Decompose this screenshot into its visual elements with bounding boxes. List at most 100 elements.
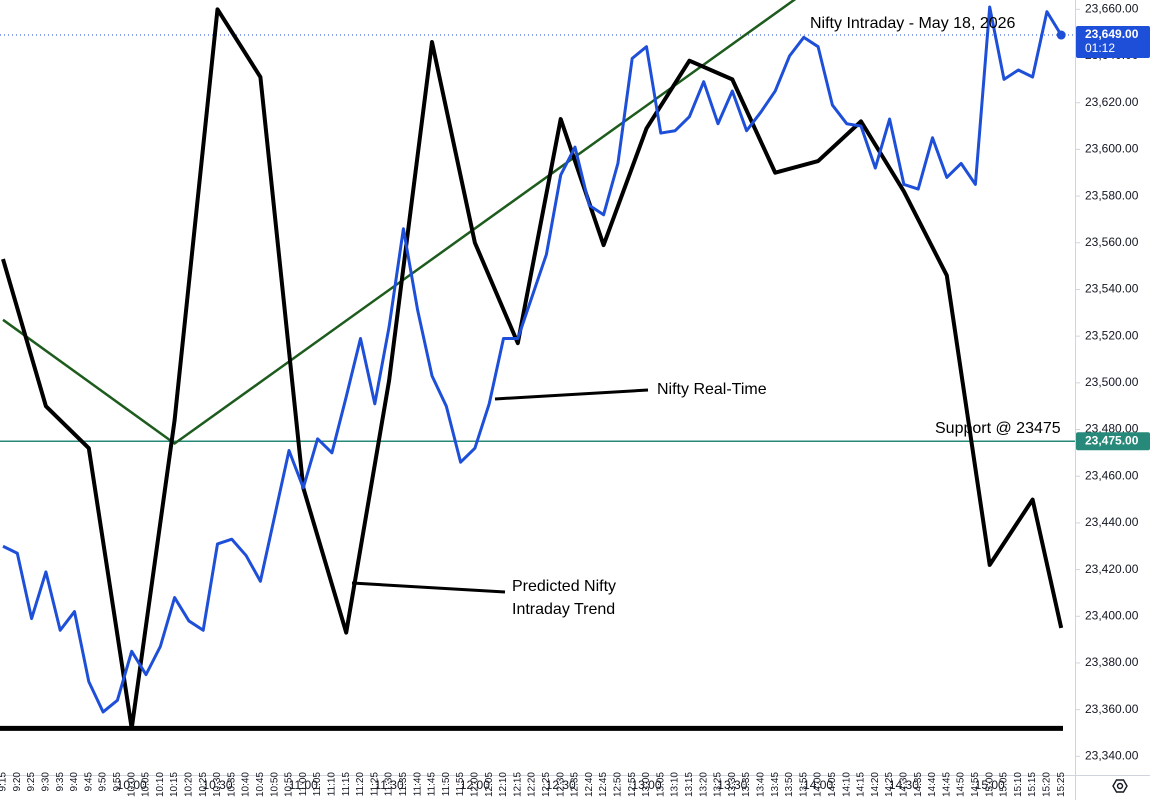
- x-tick-label: 15:10: [1013, 772, 1024, 797]
- x-major-label: 14:00: [803, 778, 833, 792]
- x-tick-label: 10:40: [241, 772, 252, 797]
- x-major-label: 14:30: [889, 778, 919, 792]
- x-tick-label: 13:30: [727, 772, 738, 797]
- x-tick-label: 11:55: [455, 772, 466, 797]
- x-tick-label: 14:25: [884, 772, 895, 797]
- x-tick-label: 14:20: [870, 772, 881, 797]
- pointer: [494, 388, 649, 401]
- y-tick-label: 23,420.00: [1085, 562, 1139, 576]
- x-tick-label: 13:35: [741, 772, 752, 797]
- x-major-label: 13:30: [717, 778, 747, 792]
- x-tick-label: 9:50: [98, 772, 109, 792]
- x-tick-label: 12:25: [541, 772, 552, 797]
- x-tick-label: 11:40: [412, 772, 423, 797]
- x-tick-label: 12:20: [527, 772, 538, 797]
- x-tick-label: 11:35: [398, 772, 409, 797]
- x-tick-label: 10:05: [141, 772, 152, 797]
- settings-icon[interactable]: [1112, 779, 1128, 793]
- x-tick-label: 11:05: [312, 772, 323, 797]
- x-tick-label: 11:15: [341, 772, 352, 797]
- y-tick-label: 23,520.00: [1085, 328, 1139, 342]
- y-tick-label: 23,660.00: [1085, 2, 1139, 16]
- x-tick-label: 12:55: [627, 772, 638, 797]
- x-tick-label: 9:35: [55, 772, 66, 792]
- x-tick-label: 10:50: [269, 772, 280, 797]
- x-tick-label: 12:50: [613, 772, 624, 797]
- support-label: 23,475.00: [1085, 433, 1139, 447]
- x-tick-label: 13:50: [784, 772, 795, 797]
- x-tick-label: 15:00: [984, 772, 995, 797]
- x-tick-label: 11:10: [327, 772, 338, 797]
- x-tick-label: 14:55: [970, 772, 981, 797]
- support-text: Support @ 23475: [935, 420, 1061, 437]
- x-major-label: 13:00: [631, 778, 661, 792]
- x-tick-label: 13:00: [641, 772, 652, 797]
- x-tick-label: 11:00: [298, 772, 309, 797]
- x-tick-label: 15:15: [1027, 772, 1038, 797]
- x-major-label: 12:00: [460, 778, 490, 792]
- x-tick-label: 15:25: [1056, 772, 1067, 797]
- x-tick-label: 13:15: [684, 772, 695, 797]
- x-tick-label: 14:10: [841, 772, 852, 797]
- x-tick-label: 13:20: [698, 772, 709, 797]
- y-tick-label: 23,600.00: [1085, 142, 1139, 156]
- x-tick-label: 10:10: [155, 772, 166, 797]
- x-tick-label: 10:35: [226, 772, 237, 797]
- x-tick-label: 9:30: [41, 772, 52, 792]
- y-tick-label: 23,460.00: [1085, 468, 1139, 482]
- last-price-box: [1076, 26, 1150, 59]
- x-major-label: 15:00: [975, 778, 1005, 792]
- x-tick-label: 12:30: [555, 772, 566, 797]
- x-tick-label: 14:05: [827, 772, 838, 797]
- x-tick-label: 13:40: [756, 772, 767, 797]
- y-tick-label: 23,440.00: [1085, 515, 1139, 529]
- x-tick-label: 12:35: [570, 772, 581, 797]
- x-tick-label: 12:10: [498, 772, 509, 797]
- x-tick-label: 12:45: [598, 772, 609, 797]
- y-tick-label: 23,340.00: [1085, 748, 1139, 762]
- chart-title: Nifty Intraday - May 18, 2026: [810, 15, 1016, 32]
- x-tick-label: 10:45: [255, 772, 266, 797]
- x-tick-label: 9:25: [26, 772, 37, 792]
- annotation: Predicted Nifty Intraday Trend: [512, 578, 617, 618]
- y-tick-label: 23,380.00: [1085, 655, 1139, 669]
- x-tick-label: 12:05: [484, 772, 495, 797]
- x-tick-label: 11:25: [369, 772, 380, 797]
- x-tick-label: 10:15: [169, 772, 180, 797]
- trendline: [2, 0, 797, 445]
- plot-area: [0, 0, 1075, 731]
- x-tick-label: 9:40: [69, 772, 80, 792]
- x-major-label: 10:30: [202, 778, 232, 792]
- x-tick-label: 13:45: [770, 772, 781, 797]
- x-tick-label: 14:35: [913, 772, 924, 797]
- x-tick-label: 10:25: [198, 772, 209, 797]
- y-tick-label: 23,560.00: [1085, 235, 1139, 249]
- x-tick-label: 12:15: [512, 772, 523, 797]
- x-major-label: 12:30: [546, 778, 576, 792]
- x-tick-label: 14:15: [856, 772, 867, 797]
- x-tick-label: 10:30: [212, 772, 223, 797]
- x-tick-label: 11:20: [355, 772, 366, 797]
- annotation-box: Predicted Nifty Intraday Trend: [512, 578, 617, 618]
- x-tick-label: 9:15: [0, 772, 9, 792]
- x-major-label: 11:00: [289, 778, 318, 792]
- x-tick-label: 10:20: [184, 772, 195, 797]
- y-tick-label: 23,500.00: [1085, 375, 1139, 389]
- pointer: [351, 581, 506, 594]
- x-tick-label: 10:55: [284, 772, 295, 797]
- countdown-label: 01:12: [1085, 41, 1115, 55]
- x-tick-label: 9:55: [112, 772, 123, 792]
- realtime-line: [2, 5, 1063, 714]
- y-tick-label: 23,580.00: [1085, 188, 1139, 202]
- annotation: Nifty Real-Time: [657, 381, 767, 398]
- x-tick-label: 13:10: [670, 772, 681, 797]
- x-tick-label: 15:05: [999, 772, 1010, 797]
- x-tick-label: 14:40: [927, 772, 938, 797]
- x-tick-label: 10:00: [126, 772, 137, 797]
- x-tick-label: 9:20: [12, 772, 23, 792]
- x-major-label: 10:00: [117, 778, 147, 792]
- x-tick-label: 11:30: [384, 772, 395, 797]
- x-tick-label: 11:50: [441, 772, 452, 797]
